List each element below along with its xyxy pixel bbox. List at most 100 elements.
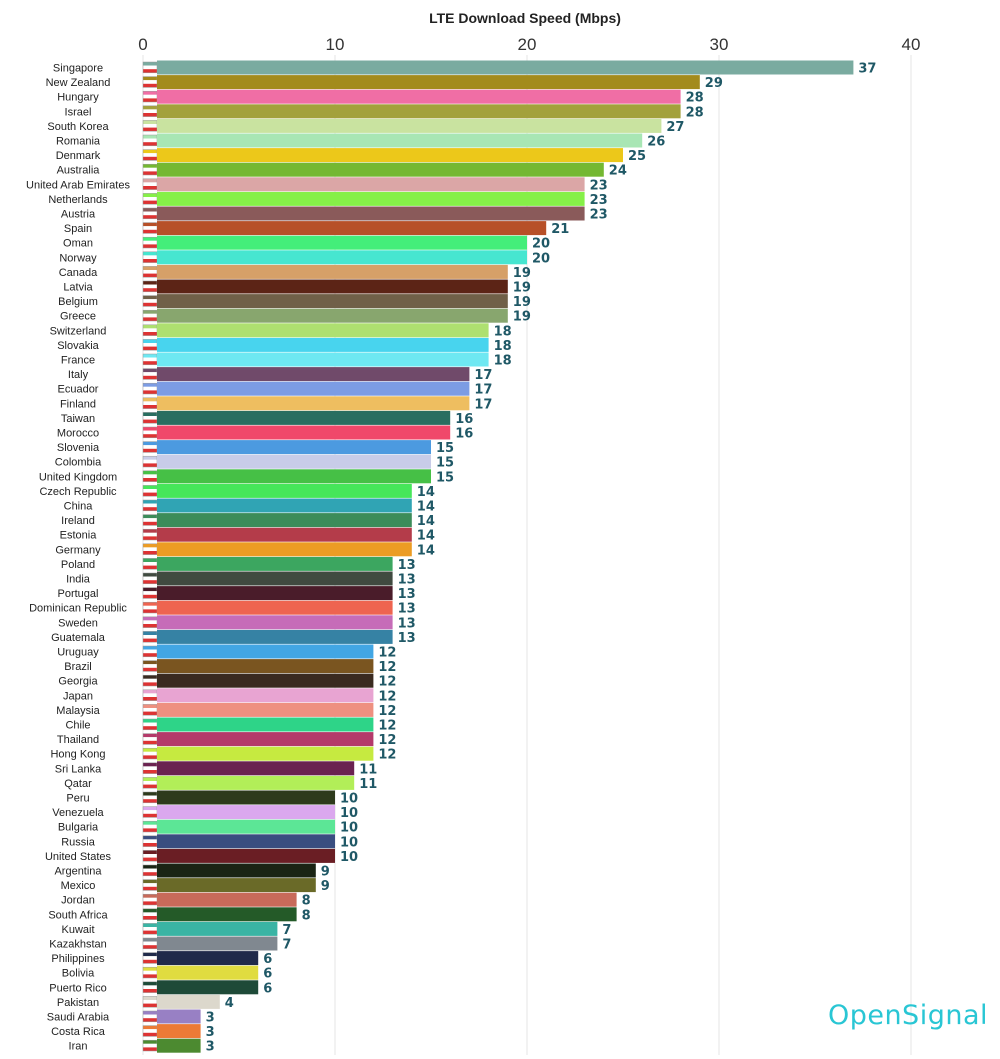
flag-stripe: [143, 605, 157, 610]
flag-stripe: [143, 127, 157, 132]
value-label: 19: [513, 295, 531, 310]
flag-stripe: [143, 532, 157, 537]
country-label: Dominican Republic: [29, 603, 127, 615]
bar: [157, 746, 374, 761]
flag-stripe: [143, 372, 157, 376]
flag-stripe: [143, 795, 157, 800]
flag-icon: [142, 426, 158, 439]
flag-icon: [142, 193, 158, 205]
flag-stripe: [143, 594, 157, 599]
bar: [157, 673, 374, 688]
bar: [157, 235, 527, 250]
flag-icon: [142, 601, 158, 614]
country-label: Bolivia: [62, 968, 95, 980]
bar: [157, 659, 374, 674]
flag-stripe: [143, 886, 157, 891]
country-label: Latvia: [63, 282, 93, 294]
bar: [157, 600, 393, 615]
flag-stripe: [143, 240, 157, 245]
value-label: 23: [590, 208, 608, 223]
flag-icon: [142, 163, 158, 176]
bar: [157, 586, 393, 601]
flag-icon: [142, 996, 158, 1008]
flag-stripe: [143, 182, 157, 186]
flag-icon: [142, 266, 158, 278]
flag-stripe: [143, 835, 157, 840]
country-label: Norway: [59, 252, 97, 264]
flag-icon: [142, 966, 158, 979]
bar: [157, 732, 374, 747]
value-label: 3: [206, 1025, 215, 1040]
value-label: 28: [686, 105, 704, 120]
bar: [157, 410, 451, 425]
value-label: 8: [302, 908, 311, 923]
flag-stripe: [143, 970, 157, 975]
flag-icon: [142, 280, 158, 293]
flag-icon: [142, 207, 158, 220]
flag-stripe: [143, 660, 157, 665]
value-label: 18: [494, 324, 512, 339]
value-label: 12: [378, 660, 396, 675]
flag-stripe: [143, 737, 157, 741]
country-label: Russia: [61, 836, 96, 848]
value-label: 13: [398, 587, 416, 602]
flag-stripe: [143, 211, 157, 216]
flag-icon: [142, 251, 158, 263]
flag-stripe: [143, 1043, 157, 1048]
bar: [157, 615, 393, 630]
country-label: Malaysia: [56, 705, 100, 717]
country-label: Morocco: [57, 428, 99, 440]
bar: [157, 396, 470, 411]
flag-stripe: [143, 784, 157, 789]
flag-stripe: [143, 872, 157, 876]
flag-stripe: [143, 1011, 157, 1015]
flag-stripe: [143, 908, 157, 913]
value-label: 20: [532, 237, 550, 252]
flag-stripe: [143, 956, 157, 960]
flag-stripe: [143, 854, 157, 858]
flag-stripe: [143, 361, 157, 365]
flag-stripe: [143, 94, 157, 99]
flag-icon: [142, 222, 158, 234]
flag-stripe: [143, 649, 157, 654]
flag-stripe: [143, 646, 157, 650]
flag-stripe: [143, 229, 157, 234]
flag-stripe: [143, 591, 157, 595]
bar: [157, 483, 412, 498]
country-label: Denmark: [56, 150, 101, 162]
flag-stripe: [143, 879, 157, 884]
value-label: 11: [359, 762, 377, 777]
country-label: South Korea: [47, 121, 109, 133]
flag-icon: [142, 324, 158, 336]
flag-stripe: [143, 215, 157, 219]
flag-stripe: [143, 434, 157, 438]
flag-stripe: [143, 492, 157, 497]
country-label: Brazil: [64, 661, 92, 673]
country-label: Poland: [61, 559, 95, 571]
flag-stripe: [143, 200, 157, 205]
flag-icon: [142, 120, 158, 132]
value-label: 10: [340, 821, 358, 836]
flag-stripe: [143, 193, 157, 197]
value-label: 18: [494, 354, 512, 369]
bar: [157, 644, 374, 659]
flag-stripe: [143, 255, 157, 259]
value-label: 6: [263, 981, 272, 996]
flag-stripe: [143, 719, 157, 723]
flag-icon: [142, 893, 158, 906]
flag-stripe: [143, 113, 157, 117]
flag-icon: [142, 762, 158, 774]
country-label: Colombia: [55, 457, 102, 469]
bar: [157, 60, 854, 75]
bar: [157, 177, 585, 192]
country-label: Uruguay: [57, 647, 99, 659]
flag-stripe: [143, 1029, 157, 1033]
flag-stripe: [143, 295, 157, 300]
flag-stripe: [143, 711, 157, 716]
flag-icon: [142, 674, 158, 687]
country-label: Sweden: [58, 617, 98, 629]
flag-stripe: [143, 489, 157, 493]
flag-stripe: [143, 448, 157, 453]
flag-stripe: [143, 386, 157, 391]
bar: [157, 352, 489, 367]
